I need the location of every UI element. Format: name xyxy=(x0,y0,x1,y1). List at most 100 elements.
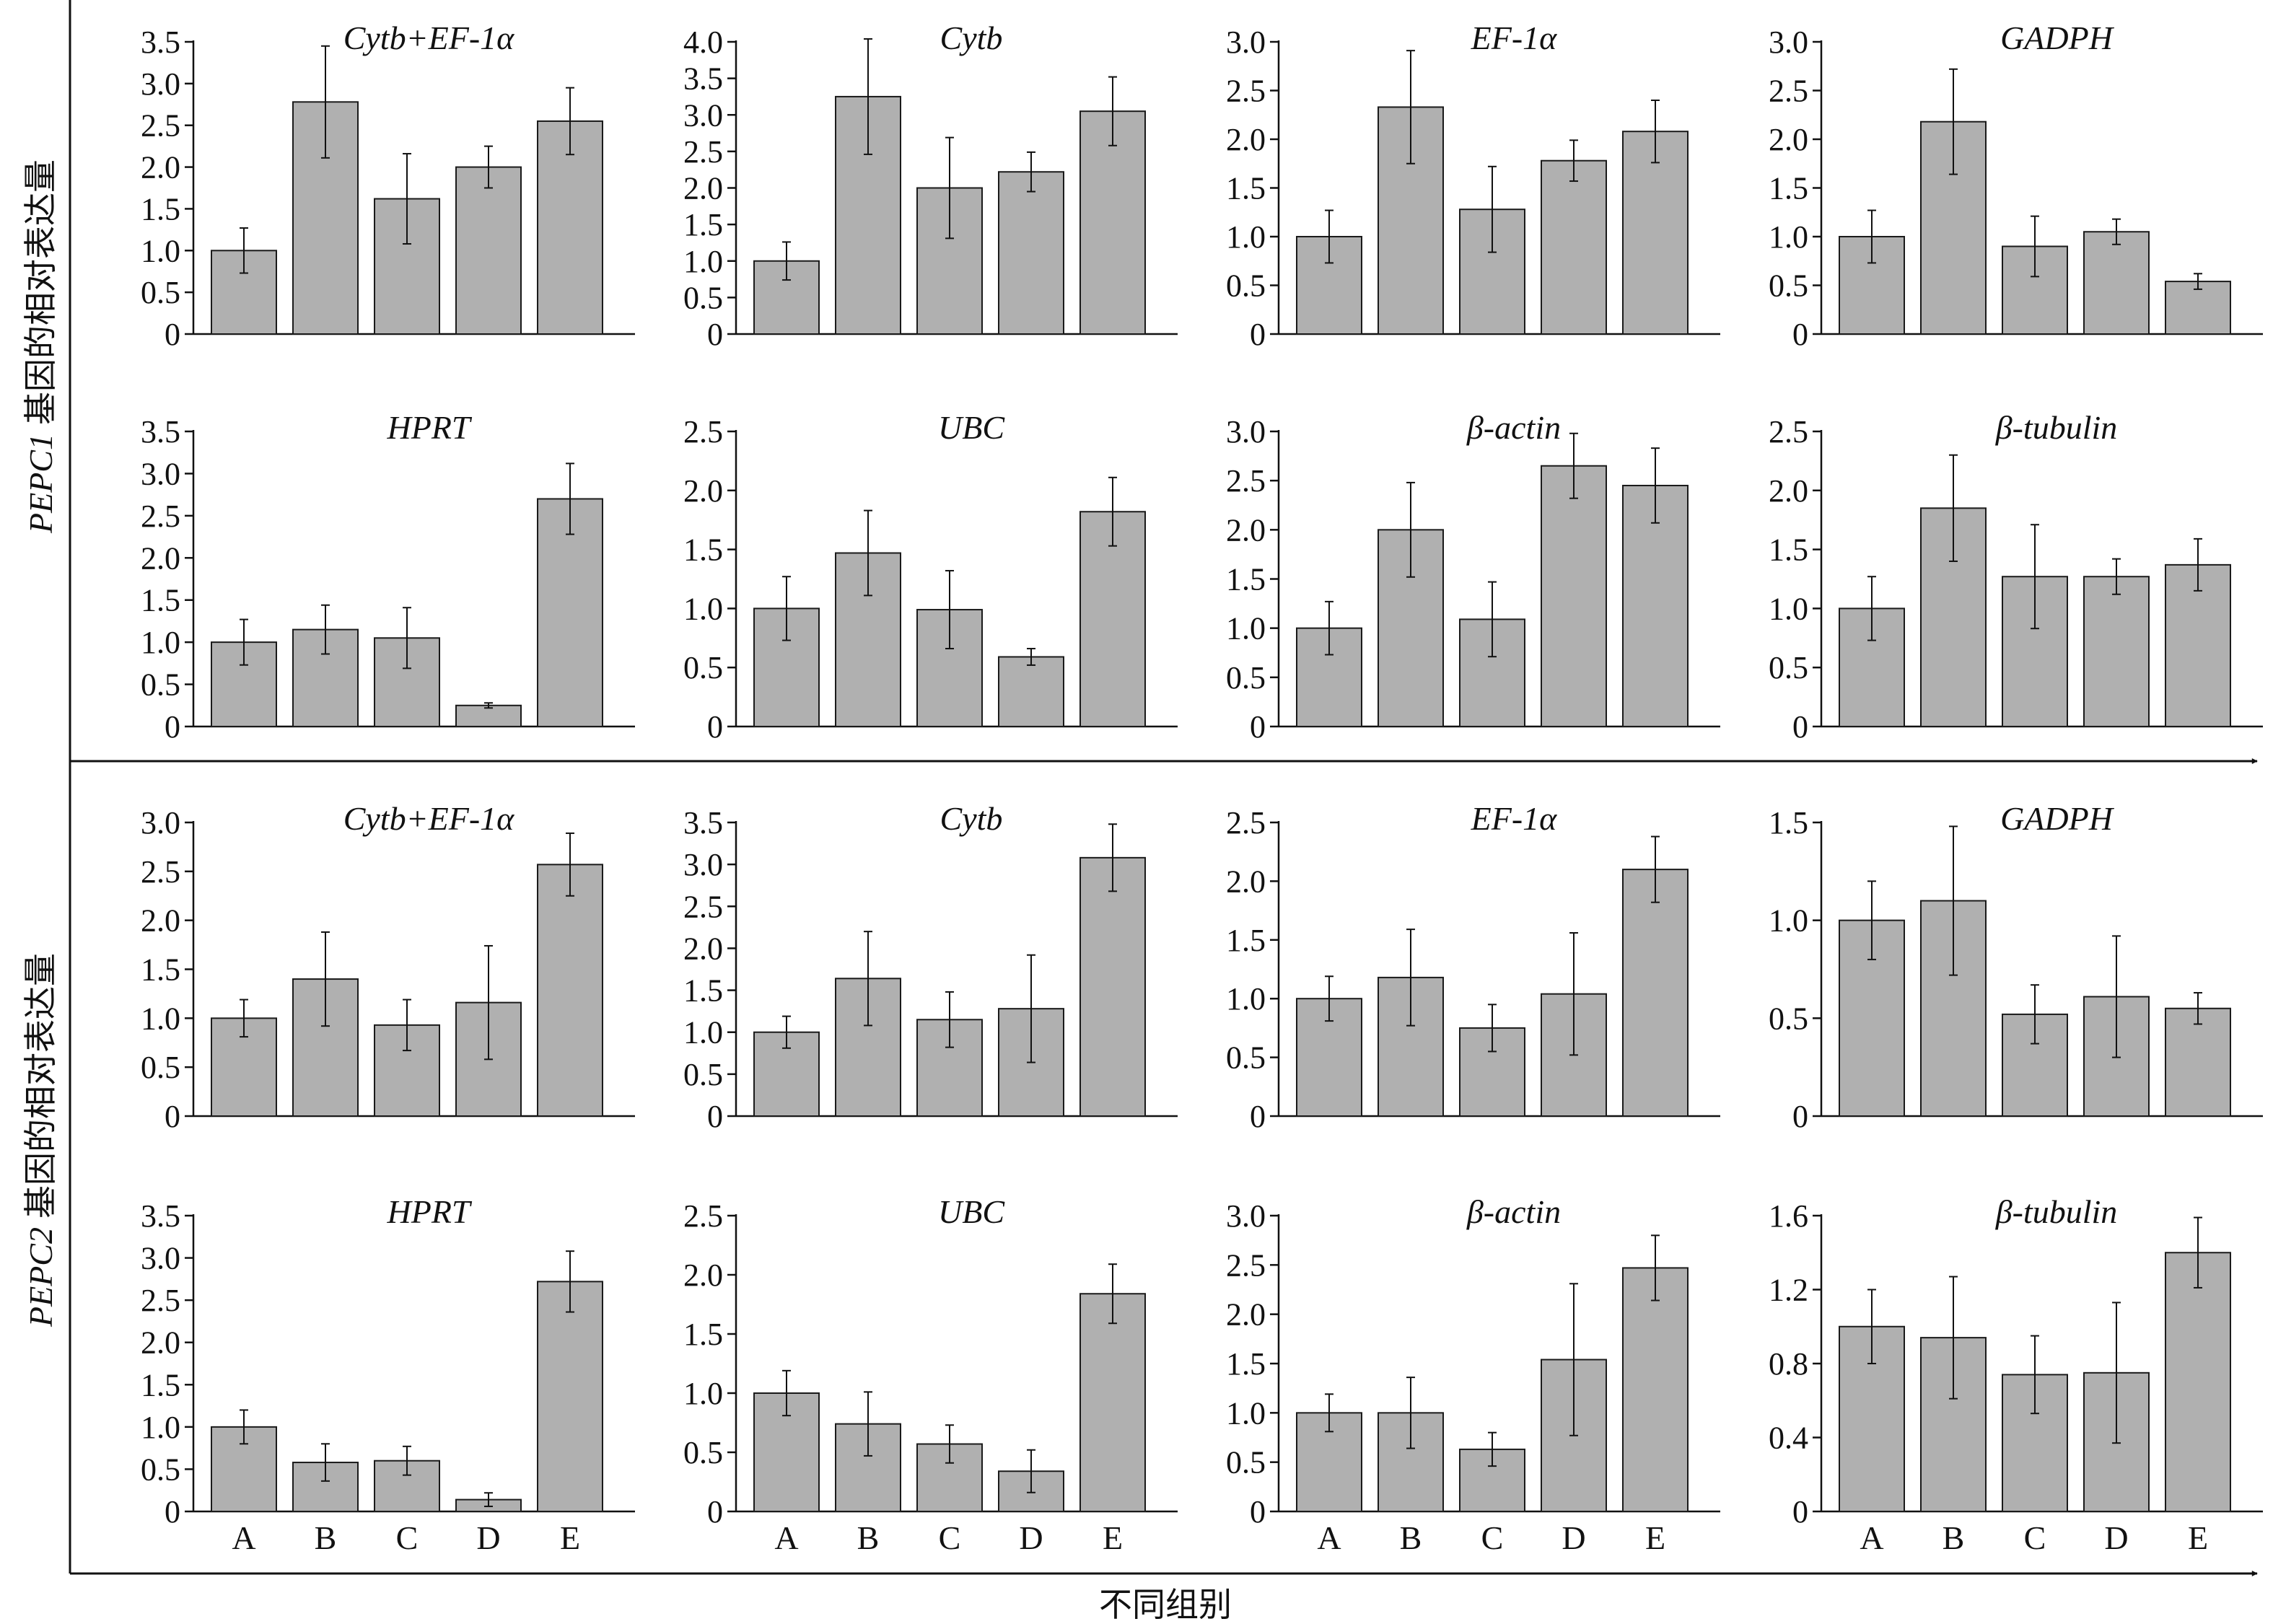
chart-title: β-actin xyxy=(1466,1193,1561,1230)
y-tick-label: 1.2 xyxy=(1769,1273,1808,1308)
chart-panel-10: 0 0.5 1.0 1.5 2.0 2.5 3.0 3.5 Cytb xyxy=(683,800,1178,1134)
x-axis-label: 不同组别 xyxy=(1099,1586,1232,1623)
x-tick-label: C xyxy=(396,1519,419,1556)
y-tick-label: 3.0 xyxy=(141,66,180,102)
y-tick-label: 0 xyxy=(707,317,723,352)
y-tick-label: 2.5 xyxy=(1769,414,1808,449)
y-tick-label: 1.0 xyxy=(1226,981,1266,1017)
x-tick-label: B xyxy=(1400,1519,1422,1556)
x-tick-label: E xyxy=(1103,1519,1123,1556)
y-tick-label: 2.5 xyxy=(683,134,723,170)
bar-E xyxy=(537,1281,603,1513)
y-tick-label: 0.5 xyxy=(683,1435,723,1470)
y-tick-label: 3.5 xyxy=(683,805,723,840)
x-tick-label: A xyxy=(232,1519,255,1556)
y-tick-label: 3.0 xyxy=(141,805,180,840)
y-tick-label: 2.0 xyxy=(1226,864,1266,899)
bar-E xyxy=(1079,856,1146,1117)
chart-title: GADPH xyxy=(2000,800,2115,837)
chart-title: Cytb+EF-1α xyxy=(343,19,514,56)
y-tick-label: 1.5 xyxy=(683,207,723,242)
y-tick-label: 2.0 xyxy=(1769,473,1808,509)
bar-E xyxy=(537,120,603,335)
y-tick-label: 2.0 xyxy=(683,171,723,206)
y-tick-label: 3.5 xyxy=(683,61,723,97)
x-tick-label: D xyxy=(2104,1519,2128,1556)
y-tick-label: 1.5 xyxy=(1769,805,1808,840)
chart-title: β-actin xyxy=(1466,409,1561,446)
y-tick-label: 0.5 xyxy=(683,280,723,315)
bar-A xyxy=(211,250,277,335)
y-tick-label: 2.0 xyxy=(1226,512,1266,548)
bar-E xyxy=(1622,131,1689,335)
chart-panel-3: 0 0.5 1.0 1.5 2.0 2.5 3.0 EF-1α xyxy=(1226,19,1720,352)
chart-title: EF-1α xyxy=(1471,19,1558,56)
y-tick-label: 2.5 xyxy=(683,414,723,449)
y-tick-label: 0 xyxy=(1250,1494,1266,1529)
y-tick-label: 2.0 xyxy=(141,540,180,576)
y-tick-label: 3.5 xyxy=(141,25,180,60)
y-tick-label: 1.0 xyxy=(1226,219,1266,255)
y-tick-label: 1.0 xyxy=(683,1376,723,1411)
y-tick-label: 1.0 xyxy=(141,1001,180,1036)
x-tick-label: D xyxy=(1562,1519,1585,1556)
y-tick-label: 2.0 xyxy=(141,903,180,939)
y-tick-label: 2.0 xyxy=(1226,122,1266,157)
y-tick-label: 2.0 xyxy=(683,473,723,509)
x-tick-label: E xyxy=(560,1519,580,1556)
y-tick-label: 2.5 xyxy=(683,1198,723,1234)
y-tick-label: 2.5 xyxy=(1226,1247,1266,1283)
bar-D xyxy=(2083,231,2150,335)
y-tick-label: 2.0 xyxy=(683,931,723,966)
y-tick-label: 0 xyxy=(1792,1494,1808,1529)
y-tick-label: 0 xyxy=(165,1099,180,1134)
chart-title: Cytb+EF-1α xyxy=(343,800,514,837)
chart-title: UBC xyxy=(938,1193,1005,1230)
chart-panel-15: 0 0.5 1.0 1.5 2.0 2.5 3.0 β-actin A B C D E xyxy=(1226,1193,1720,1556)
chart-panel-4: 0 0.5 1.0 1.5 2.0 2.5 3.0 GADPH xyxy=(1769,19,2263,352)
bar-E xyxy=(1622,1267,1689,1513)
chart-panel-12: 0 0.5 1.0 1.5 GADPH xyxy=(1769,800,2263,1134)
bar-D xyxy=(998,656,1064,728)
y-tick-label: 1.0 xyxy=(1769,219,1808,255)
y-tick-label: 1.0 xyxy=(1769,591,1808,626)
chart-title: EF-1α xyxy=(1471,800,1558,837)
y-tick-label: 2.5 xyxy=(1769,74,1808,109)
y-tick-label: 0 xyxy=(165,317,180,352)
x-tick-label: E xyxy=(2188,1519,2208,1556)
y-tick-label: 1.0 xyxy=(1226,611,1266,646)
y-tick-label: 3.0 xyxy=(1769,25,1808,60)
x-tick-label: A xyxy=(1317,1519,1341,1556)
y-tick-label: 0.4 xyxy=(1769,1421,1808,1456)
y-tick-label: 1.5 xyxy=(1226,923,1266,958)
chart-title: β-tubulin xyxy=(1995,1193,2118,1230)
y-tick-label: 1.5 xyxy=(683,532,723,568)
bar-E xyxy=(1079,1293,1146,1512)
y-tick-label: 0 xyxy=(707,1099,723,1134)
chart-title: Cytb xyxy=(940,800,1003,837)
y-tick-label: 1.5 xyxy=(141,191,180,227)
y-tick-label: 2.0 xyxy=(141,1325,180,1361)
y-tick-label: 2.5 xyxy=(141,108,180,144)
row-label-pepc1-gene: PEPC1 xyxy=(22,434,59,534)
x-tick-label: A xyxy=(774,1519,798,1556)
panel-grid: 00.51.01.52.02.53.03.5 Cytb+EF-1α00.51.01… xyxy=(141,19,2263,1556)
chart-title: HPRT xyxy=(387,1193,473,1230)
y-tick-label: 3.0 xyxy=(1226,414,1266,449)
y-tick-label: 1.5 xyxy=(141,952,180,988)
chart-title: UBC xyxy=(938,409,1005,446)
x-tick-label: C xyxy=(2024,1519,2046,1556)
y-tick-label: 0.5 xyxy=(141,1050,180,1085)
y-tick-label: 1.5 xyxy=(683,1317,723,1352)
bar-E xyxy=(1622,869,1689,1117)
y-tick-label: 2.5 xyxy=(1226,463,1266,499)
y-tick-label: 0 xyxy=(1792,1099,1808,1134)
y-tick-label: 0 xyxy=(165,1494,180,1529)
chart-panel-2: 00.51.01.52.02.53.03.54.0 Cytb xyxy=(683,19,1178,352)
y-tick-label: 3.0 xyxy=(683,847,723,882)
y-tick-label: 0.5 xyxy=(1226,660,1266,695)
y-tick-label: 0.5 xyxy=(1226,268,1266,304)
chart-title: HPRT xyxy=(387,409,473,446)
y-tick-label: 1.5 xyxy=(1226,562,1266,597)
